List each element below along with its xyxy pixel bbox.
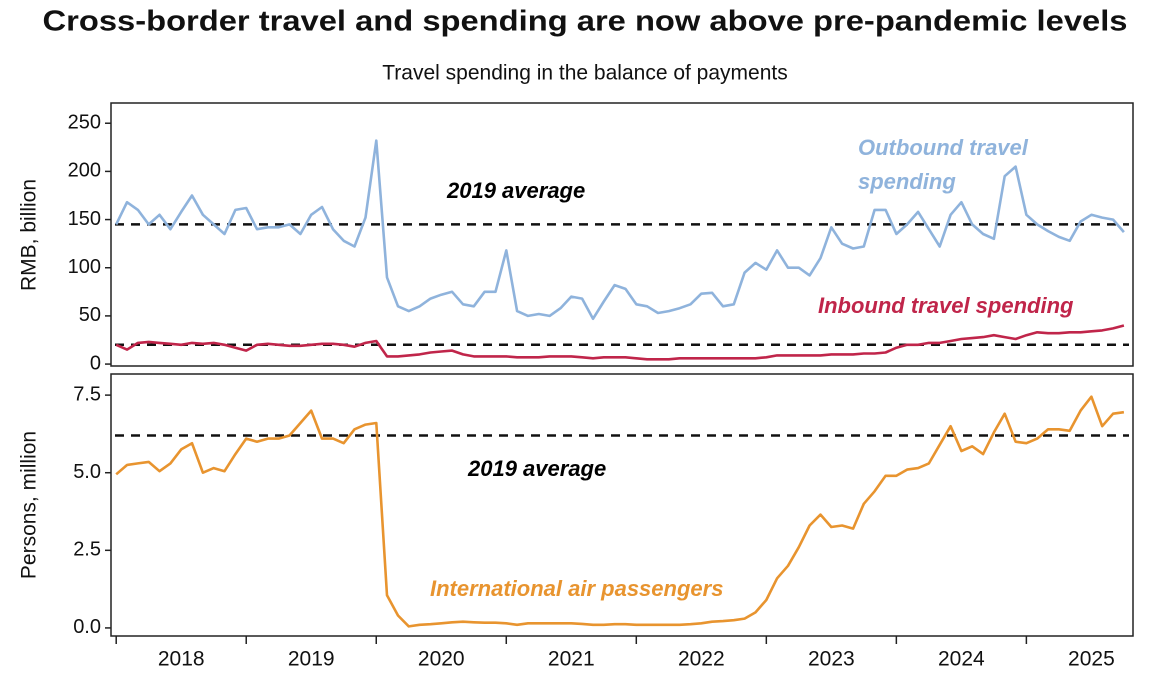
y-tick-label: 0.0 [73, 616, 101, 638]
y-axis-label: Persons, million [18, 431, 41, 579]
y-tick-label: 0 [90, 352, 101, 374]
series-label: International air passengers [430, 576, 724, 601]
x-tick-label: 2020 [418, 648, 465, 671]
y-axis-label: RMB, billion [18, 179, 41, 291]
y-tick-label: 50 [79, 304, 101, 326]
series-line [115, 324, 1125, 361]
plot-frame [110, 373, 1134, 637]
x-tick-label: 2018 [158, 648, 205, 671]
series-line [115, 139, 1125, 321]
reference-label: 2019 average [468, 456, 607, 481]
x-tick-label: 2019 [288, 648, 335, 671]
chart-subtitle: Travel spending in the balance of paymen… [382, 62, 787, 85]
series-label: Outbound travel spending [858, 135, 1028, 194]
chart-title: Cross-border travel and spending are now… [43, 6, 1128, 38]
series-label: Inbound travel spending [818, 293, 1074, 318]
x-tick-label: 2022 [678, 648, 725, 671]
y-tick-label: 150 [68, 208, 101, 230]
y-tick-label: 2.5 [73, 539, 101, 561]
reference-label: 2019 average [447, 178, 586, 203]
x-tick-label: 2024 [938, 648, 985, 671]
y-tick-label: 100 [68, 256, 101, 278]
x-tick-label: 2023 [808, 648, 855, 671]
y-tick-label: 200 [68, 160, 101, 182]
series-line [115, 395, 1125, 628]
x-tick-label: 2025 [1068, 648, 1115, 671]
y-tick-label: 250 [68, 112, 101, 134]
x-tick-label: 2021 [548, 648, 595, 671]
y-tick-label: 5.0 [73, 461, 101, 483]
plot-frame [110, 102, 1134, 367]
y-tick-label: 7.5 [73, 383, 101, 405]
